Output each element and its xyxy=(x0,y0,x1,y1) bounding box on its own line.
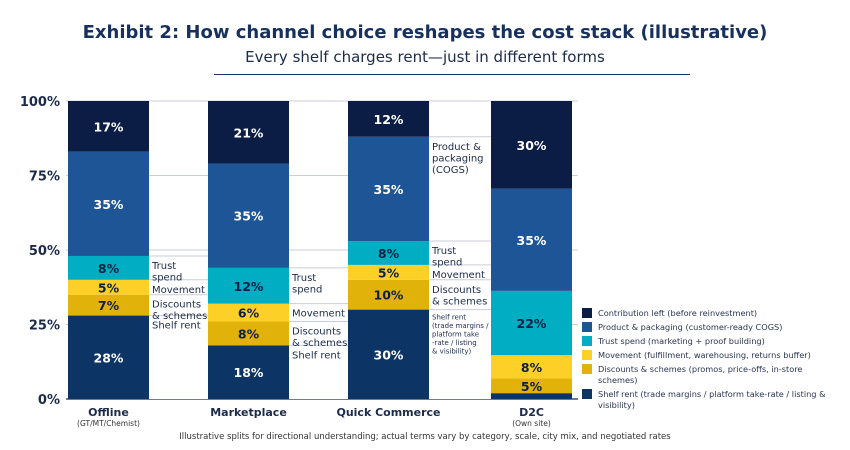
legend-label: Contribution left (before reinvestment) xyxy=(598,308,758,318)
footnote: Illustrative splits for directional unde… xyxy=(179,432,671,442)
bar-segment xyxy=(208,101,289,164)
title-divider xyxy=(214,74,690,75)
bar-segment xyxy=(68,101,149,152)
data-label: 8% xyxy=(238,326,260,341)
bar-segment xyxy=(348,136,429,242)
data-label: 30% xyxy=(374,347,404,362)
legend-swatch xyxy=(582,389,592,399)
data-label: 18% xyxy=(234,365,264,380)
data-label: 5% xyxy=(521,379,543,394)
annotation-label: Movement xyxy=(432,270,485,281)
data-label: 6% xyxy=(238,306,260,321)
legend-item: Product & packaging (customer-ready COGS… xyxy=(582,322,833,333)
bar-segment xyxy=(68,315,149,399)
legend-swatch xyxy=(582,350,592,360)
data-label: 30% xyxy=(517,138,547,153)
data-label: 8% xyxy=(378,246,400,261)
y-tick-label: 25% xyxy=(29,319,60,334)
bar-segment xyxy=(208,321,289,346)
bar-segment xyxy=(491,290,572,356)
legend-swatch xyxy=(582,364,592,374)
data-label: 12% xyxy=(374,112,404,127)
annotation-label: Trust spend xyxy=(151,261,182,284)
data-label: 22% xyxy=(517,316,547,331)
legend-item: Movement (fulfillment, warehousing, retu… xyxy=(582,350,833,361)
bar-segment xyxy=(208,345,289,399)
legend-swatch xyxy=(582,308,592,318)
legend-item: Contribution left (before reinvestment) xyxy=(582,308,833,319)
bar-segment xyxy=(68,151,149,256)
y-tick-label: 50% xyxy=(29,244,60,259)
bar-segment xyxy=(348,309,429,399)
chart-subtitle: Every shelf charges rent—just in differe… xyxy=(245,48,605,66)
bar-segment xyxy=(491,355,572,379)
bar-segment xyxy=(348,241,429,265)
annotation-label: Shelf rent xyxy=(292,350,341,361)
y-tick-label: 75% xyxy=(29,170,60,185)
bar-segment xyxy=(491,393,572,399)
y-tick-label: 100% xyxy=(20,95,60,110)
bar-segment xyxy=(491,188,572,291)
x-tick-label: Marketplace xyxy=(210,406,287,419)
legend-swatch xyxy=(582,322,592,332)
bar-segment xyxy=(208,267,289,304)
bar-segment xyxy=(68,279,149,295)
data-label: 21% xyxy=(234,125,264,140)
y-tick-label: 0% xyxy=(38,393,60,408)
annotation-label: Discounts & schemes xyxy=(152,300,207,323)
annotation-label: Movement xyxy=(152,285,205,296)
data-label: 35% xyxy=(234,209,264,224)
data-label: 5% xyxy=(378,265,400,280)
annotation-label: Shelf rent xyxy=(152,321,201,332)
data-label: 5% xyxy=(98,280,120,295)
legend-item: Trust spend (marketing + proof building) xyxy=(582,336,833,347)
x-tick-sublabel: (GT/MT/Chemist) xyxy=(77,419,140,428)
annotation-label: Discounts & schemes xyxy=(292,327,347,350)
bar-segment xyxy=(491,101,572,189)
x-tick-label: Offline xyxy=(88,406,129,419)
annotation-label: Product & packaging (COGS) xyxy=(432,142,484,176)
legend-item: Shelf rent (trade margins / platform tak… xyxy=(582,389,833,411)
x-tick-label: D2C xyxy=(519,406,544,419)
legend-label: Discounts & schemes (promos, price-offs,… xyxy=(598,364,803,385)
data-label: 17% xyxy=(94,119,124,134)
x-tick-label: Quick Commerce xyxy=(336,406,440,419)
bar-segment xyxy=(348,279,429,310)
legend-label: Product & packaging (customer-ready COGS… xyxy=(598,322,783,332)
legend-item: Discounts & schemes (promos, price-offs,… xyxy=(582,364,833,386)
data-label: 10% xyxy=(374,288,404,303)
data-label: 35% xyxy=(94,197,124,212)
bar-segment xyxy=(68,294,149,316)
x-tick-sublabel: (Own site) xyxy=(512,419,551,428)
data-label: 12% xyxy=(234,279,264,294)
annotation-label: Trust spend xyxy=(431,246,462,269)
annotation-panel xyxy=(289,267,348,399)
annotation-label: Shelf rent (trade margins / platform take -… xyxy=(432,314,489,356)
bar-segment xyxy=(491,378,572,394)
data-label: 7% xyxy=(98,298,120,313)
data-label: 28% xyxy=(94,350,124,365)
legend-swatch xyxy=(582,336,592,346)
bar-segment xyxy=(348,101,429,137)
legend-label: Movement (fulfillment, warehousing, retu… xyxy=(598,350,811,360)
bar-segment xyxy=(208,303,289,322)
legend: Contribution left (before reinvestment) P… xyxy=(582,308,833,414)
data-label: 8% xyxy=(98,261,120,276)
chart-title: Exhibit 2: How channel choice reshapes t… xyxy=(82,22,768,43)
annotation-label: Trust spend xyxy=(291,273,322,296)
data-label: 8% xyxy=(521,360,543,375)
data-label: 35% xyxy=(374,182,404,197)
annotation-label: Discounts & schemes xyxy=(432,285,487,308)
legend-label: Trust spend (marketing + proof building) xyxy=(598,336,765,346)
legend-label: Shelf rent (trade margins / platform tak… xyxy=(598,389,826,410)
bar-segment xyxy=(348,264,429,280)
data-label: 35% xyxy=(517,233,547,248)
annotation-label: Movement xyxy=(292,309,345,320)
bar-segment xyxy=(208,163,289,268)
annotation-panel xyxy=(429,136,491,399)
bar-segment xyxy=(68,255,149,280)
